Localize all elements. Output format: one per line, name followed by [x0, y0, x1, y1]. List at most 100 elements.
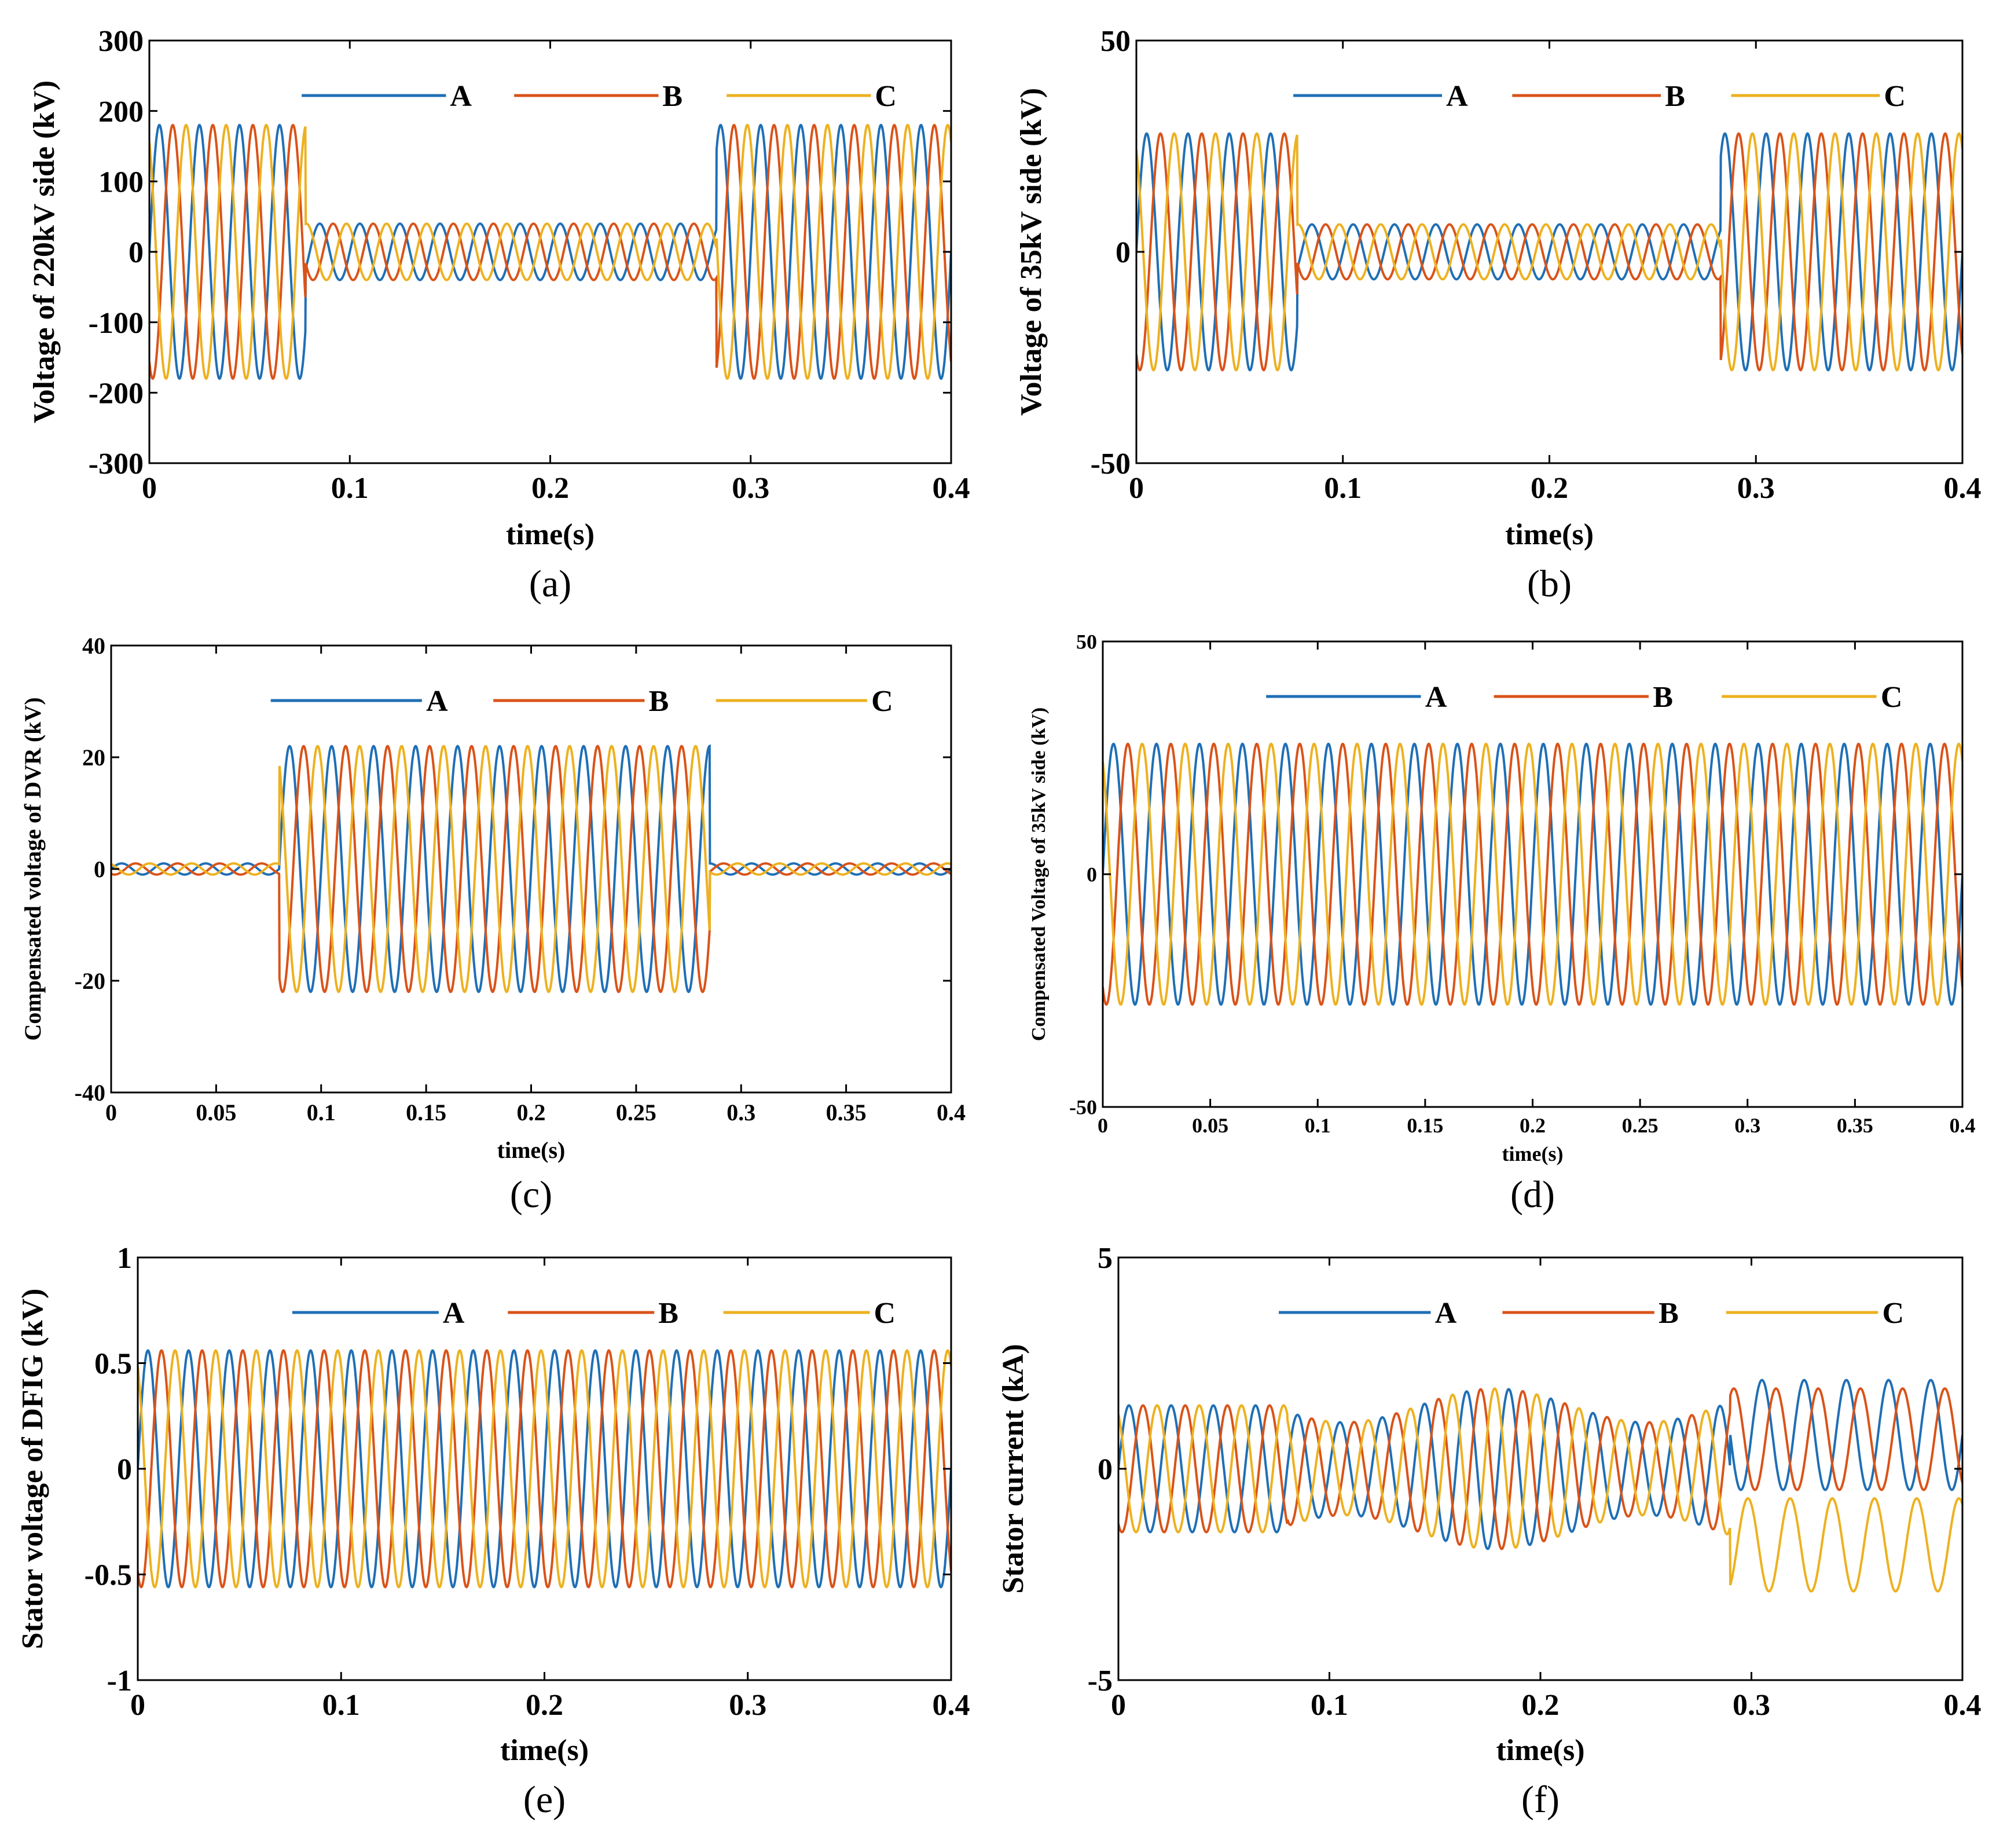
legend-label-B: B	[1665, 80, 1685, 113]
series-line-B	[138, 1349, 951, 1589]
x-axis-label: time(s)	[506, 518, 595, 551]
x-tick-label: 0.4	[1944, 472, 1982, 505]
panel-label: (d)	[1510, 1174, 1555, 1216]
x-tick-label: 0.4	[933, 1689, 970, 1722]
x-tick-label: 0.1	[1324, 472, 1362, 505]
x-tick-label: 0	[1098, 1114, 1108, 1137]
panels: 0 0.1 0.2 0.3 0.43002001000-100-200-300time(…	[16, 25, 1982, 1821]
x-tick-label: 0.3	[1737, 472, 1775, 505]
series-line-A	[1103, 742, 1962, 1006]
series-line-C	[1118, 1387, 1962, 1593]
panel-label: (c)	[510, 1174, 552, 1216]
y-tick-label: -50	[1069, 1096, 1097, 1119]
x-tick-label: 0.3	[729, 1689, 766, 1722]
x-axis-label: time(s)	[497, 1137, 566, 1163]
y-axis-label: Voltage of 35kV side (kV)	[1015, 88, 1048, 416]
y-tick-label: 100	[98, 166, 144, 199]
y-tick-label: 40	[82, 633, 105, 659]
panel-label: (b)	[1527, 563, 1572, 605]
x-axis-label: time(s)	[1502, 1142, 1564, 1165]
y-tick-label: -0.5	[85, 1559, 132, 1592]
y-tick-label: -300	[89, 448, 144, 481]
x-tick-label: 0.1	[307, 1099, 336, 1125]
y-tick-label: -100	[89, 307, 144, 340]
waveforms	[1118, 1378, 1962, 1593]
series-line-B	[149, 123, 951, 380]
x-tick-label: 0	[142, 472, 157, 505]
legend-label-A: A	[443, 1297, 465, 1330]
legend-label-C: C	[1882, 1297, 1904, 1330]
y-tick-label: -20	[75, 968, 105, 994]
legend-label-A: A	[1425, 681, 1447, 714]
x-tick-label: 0.2	[517, 1099, 546, 1125]
legend: A B C	[1266, 681, 1902, 714]
panel-label: (a)	[529, 563, 571, 605]
x-tick-label: 0	[105, 1099, 117, 1125]
legend-label-C: C	[1881, 681, 1903, 714]
waveforms	[1136, 132, 1962, 372]
x-tick-label: 0.2	[526, 1689, 563, 1722]
y-axis-label: Stator voltage of DFIG (kV)	[16, 1289, 49, 1649]
y-tick-label: -200	[89, 377, 144, 410]
x-tick-label: 0.35	[826, 1099, 867, 1125]
x-tick-label: 0.3	[732, 472, 769, 505]
series-line-B	[1136, 132, 1962, 372]
legend-label-B: B	[1653, 681, 1673, 714]
x-tick-label: 0.4	[933, 472, 970, 505]
chart-panel-a: 0 0.1 0.2 0.3 0.4 300 200 100 0 -100 -200 -300 time(…	[28, 25, 970, 605]
x-tick-label: 0.25	[616, 1099, 656, 1125]
legend-label-C: C	[875, 80, 897, 113]
series-line-C	[1136, 132, 1962, 372]
x-tick-label: 0	[130, 1689, 145, 1722]
series-line-A	[1118, 1378, 1962, 1550]
series-line-A	[111, 744, 951, 993]
series-line-A	[138, 1349, 951, 1589]
chart-panel-e: 0 0.1 0.2 0.3 0.4 1 0.5 0 -0.5 -1 time(s) Stator vo…	[16, 1242, 970, 1821]
waveforms	[149, 123, 951, 380]
legend: A B C	[302, 80, 897, 113]
chart-panel-c: 0 0.05 0.1 0.15 0.2 0.25 0.3 0.35 0.4 40 20 0 -20 -40…	[20, 633, 966, 1216]
waveforms	[111, 744, 951, 993]
legend: A B C	[270, 685, 893, 718]
series-line-C	[149, 123, 951, 380]
y-axis-label: Voltage of 220kV side (kV)	[28, 80, 61, 423]
legend: A B C	[1293, 80, 1906, 113]
series-line-C	[138, 1349, 951, 1589]
series-line-A	[149, 123, 951, 380]
legend-label-A: A	[426, 685, 448, 718]
y-tick-label: 0	[1087, 863, 1097, 886]
legend-label-C: C	[871, 685, 893, 718]
y-axis-label: Stator current (kA)	[997, 1344, 1030, 1593]
x-axis-label: time(s)	[1496, 1734, 1584, 1767]
y-tick-label: 50	[1076, 630, 1097, 654]
x-tick-label: 0	[1129, 472, 1144, 505]
y-tick-label: -40	[75, 1080, 105, 1106]
waveforms	[138, 1349, 951, 1589]
x-tick-label: 0.1	[322, 1689, 360, 1722]
waveforms	[1103, 742, 1962, 1006]
x-tick-label: 0.15	[406, 1099, 446, 1125]
legend-label-A: A	[1446, 80, 1468, 113]
x-tick-label: 0.1	[331, 472, 369, 505]
y-tick-label: 0	[1116, 236, 1131, 269]
x-tick-label: 0.3	[1734, 1114, 1760, 1137]
y-tick-label: 300	[98, 25, 144, 58]
x-tick-label: 0.35	[1837, 1114, 1873, 1137]
x-tick-label: 0.2	[1522, 1689, 1560, 1722]
series-line-C	[1103, 742, 1962, 1006]
x-tick-label: 0.3	[727, 1099, 755, 1125]
series-line-B	[1118, 1387, 1962, 1550]
x-axis-label: time(s)	[1505, 518, 1594, 551]
y-tick-label: 1	[117, 1242, 132, 1275]
x-tick-label: 0.3	[1733, 1689, 1770, 1722]
y-tick-label: 5	[1098, 1242, 1113, 1275]
x-tick-label: 0.4	[1950, 1114, 1976, 1137]
y-tick-label: -50	[1091, 448, 1131, 481]
x-tick-label: 0.2	[1520, 1114, 1546, 1137]
x-tick-label: 0.05	[1192, 1114, 1228, 1137]
x-tick-label: 0.1	[1305, 1114, 1331, 1137]
legend: A B C	[292, 1297, 896, 1330]
